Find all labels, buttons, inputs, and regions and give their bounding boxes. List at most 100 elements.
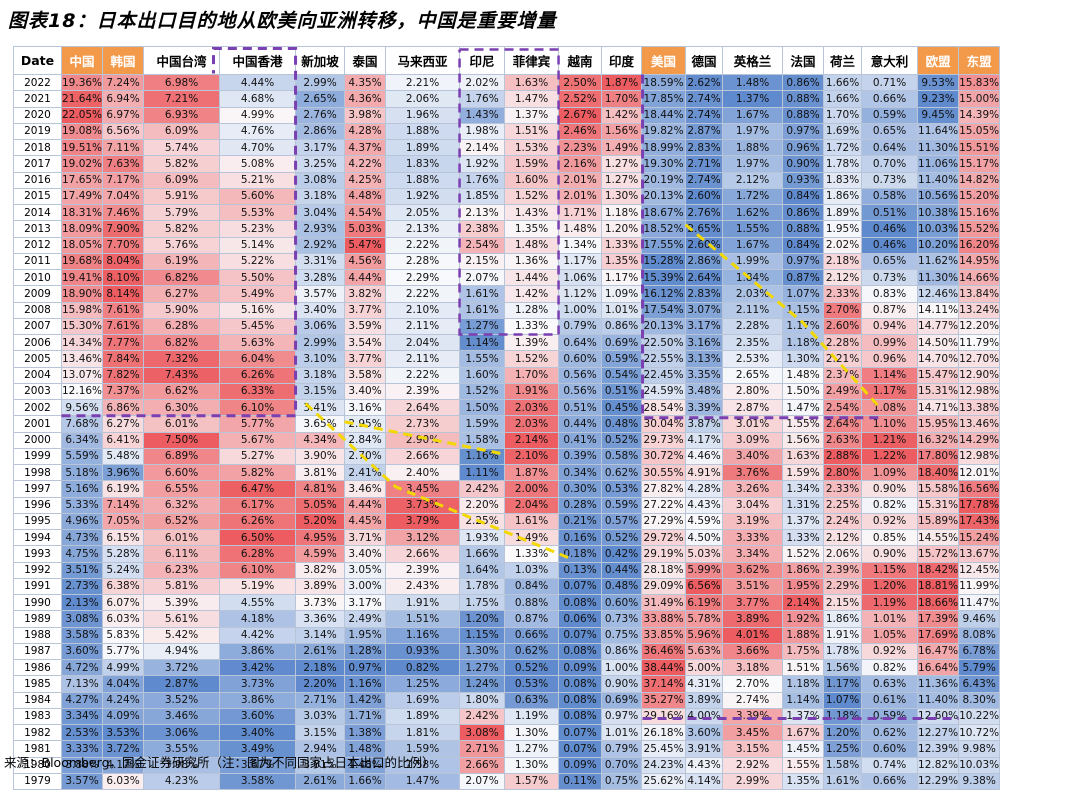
value-cell: 5.76%: [143, 236, 221, 254]
value-cell: 3.91%: [685, 740, 724, 758]
year-cell: 2018: [13, 138, 62, 157]
value-cell: 1.52%: [459, 382, 506, 401]
value-cell: 2.64%: [385, 398, 461, 417]
value-cell: 0.88%: [504, 593, 560, 612]
value-cell: 2.74%: [685, 90, 724, 108]
value-cell: 1.17%: [601, 268, 643, 287]
year-cell: 2007: [13, 317, 62, 336]
value-cell: 4.72%: [60, 658, 104, 677]
value-cell: 1.92%: [459, 155, 506, 173]
value-cell: 4.73%: [60, 528, 104, 547]
value-cell: 1.17%: [823, 675, 863, 693]
value-cell: 2.99%: [295, 333, 346, 352]
value-cell: 3.17%: [344, 593, 387, 612]
value-cell: 0.97%: [782, 122, 825, 141]
value-cell: 1.30%: [504, 723, 560, 742]
value-cell: 5.21%: [219, 171, 297, 189]
value-cell: 2.60%: [823, 317, 863, 336]
value-cell: 17.65%: [60, 171, 104, 189]
value-cell: 1.66%: [823, 73, 863, 92]
value-cell: 1.03%: [504, 561, 560, 579]
value-cell: 2.76%: [685, 203, 724, 222]
value-cell: 3.81%: [295, 463, 346, 482]
value-cell: 1.15%: [782, 301, 825, 319]
value-cell: 1.16%: [344, 675, 387, 693]
value-cell: 3.40%: [722, 447, 784, 466]
value-cell: 3.89%: [295, 577, 346, 596]
value-cell: 0.70%: [861, 155, 919, 173]
value-cell: 20.13%: [641, 187, 687, 206]
value-cell: 38.44%: [641, 658, 687, 677]
value-cell: 4.96%: [60, 512, 104, 531]
value-cell: 7.37%: [102, 382, 145, 401]
value-cell: 5.90%: [143, 301, 221, 319]
value-cell: 5.49%: [219, 285, 297, 303]
value-cell: 5.03%: [344, 220, 387, 238]
value-cell: 3.05%: [344, 561, 387, 579]
value-cell: 3.18%: [295, 187, 346, 206]
value-cell: 2.64%: [823, 415, 863, 433]
value-cell: 0.60%: [861, 740, 919, 758]
value-cell: 0.51%: [601, 382, 643, 401]
value-cell: 5.77%: [102, 642, 145, 661]
value-cell: 21.64%: [60, 90, 104, 108]
value-cell: 1.27%: [601, 171, 643, 189]
value-cell: 22.05%: [60, 106, 104, 124]
value-cell: 1.39%: [504, 333, 560, 352]
value-cell: 1.92%: [782, 610, 825, 628]
value-cell: 15.72%: [917, 545, 960, 563]
value-cell: 0.41%: [558, 431, 603, 449]
value-cell: 4.81%: [295, 480, 346, 498]
value-cell: 2.39%: [385, 561, 461, 579]
value-cell: 1.30%: [459, 642, 506, 661]
value-cell: 1.07%: [782, 285, 825, 303]
value-cell: 1.96%: [385, 106, 461, 124]
value-cell: 2.87%: [722, 398, 784, 417]
value-cell: 2.03%: [722, 285, 784, 303]
value-cell: 0.07%: [558, 740, 603, 758]
value-cell: 1.61%: [459, 285, 506, 303]
value-cell: 2.86%: [685, 252, 724, 271]
value-cell: 3.01%: [295, 756, 346, 774]
value-cell: 2.66%: [385, 545, 461, 563]
value-cell: 5.03%: [685, 545, 724, 563]
value-cell: 1.28%: [344, 642, 387, 661]
value-cell: 15.20%: [958, 187, 1001, 206]
value-cell: 3.45%: [722, 723, 784, 742]
value-cell: 0.60%: [601, 593, 643, 612]
value-cell: 2.86%: [295, 122, 346, 141]
value-cell: 1.09%: [601, 285, 643, 303]
value-cell: 3.26%: [722, 480, 784, 498]
value-cell: 3.77%: [344, 301, 387, 319]
value-cell: 2.11%: [385, 317, 461, 336]
value-cell: 1.27%: [459, 658, 506, 677]
value-cell: 18.90%: [60, 285, 104, 303]
value-cell: 18.42%: [917, 561, 960, 579]
value-cell: 1.37%: [782, 707, 825, 726]
value-cell: 12.98%: [958, 382, 1001, 401]
value-cell: 4.44%: [344, 268, 387, 287]
value-cell: 2.92%: [295, 236, 346, 254]
value-cell: 5.18%: [60, 463, 104, 482]
value-cell: 6.34%: [60, 431, 104, 449]
value-cell: 27.22%: [641, 496, 687, 514]
value-cell: 29.09%: [641, 577, 687, 596]
value-cell: 1.47%: [504, 90, 560, 108]
value-cell: 0.97%: [782, 252, 825, 271]
value-cell: 7.82%: [102, 366, 145, 384]
value-cell: 2.12%: [722, 171, 784, 189]
chart-title: 图表18：日本出口目的地从欧美向亚洲转移，中国是重要增量: [8, 10, 557, 32]
value-cell: 1.91%: [385, 593, 461, 612]
year-cell: 1988: [13, 626, 62, 644]
value-cell: 6.30%: [143, 398, 221, 417]
value-cell: 0.08%: [558, 675, 603, 693]
value-cell: 27.82%: [641, 480, 687, 498]
value-cell: 2.93%: [295, 220, 346, 238]
value-cell: 5.22%: [219, 252, 297, 271]
value-cell: 16.56%: [958, 480, 1001, 498]
value-cell: 2.28%: [385, 252, 461, 271]
value-cell: 5.60%: [219, 187, 297, 206]
value-cell: 10.20%: [917, 236, 960, 254]
value-cell: 1.30%: [782, 350, 825, 368]
value-cell: 1.14%: [861, 366, 919, 384]
